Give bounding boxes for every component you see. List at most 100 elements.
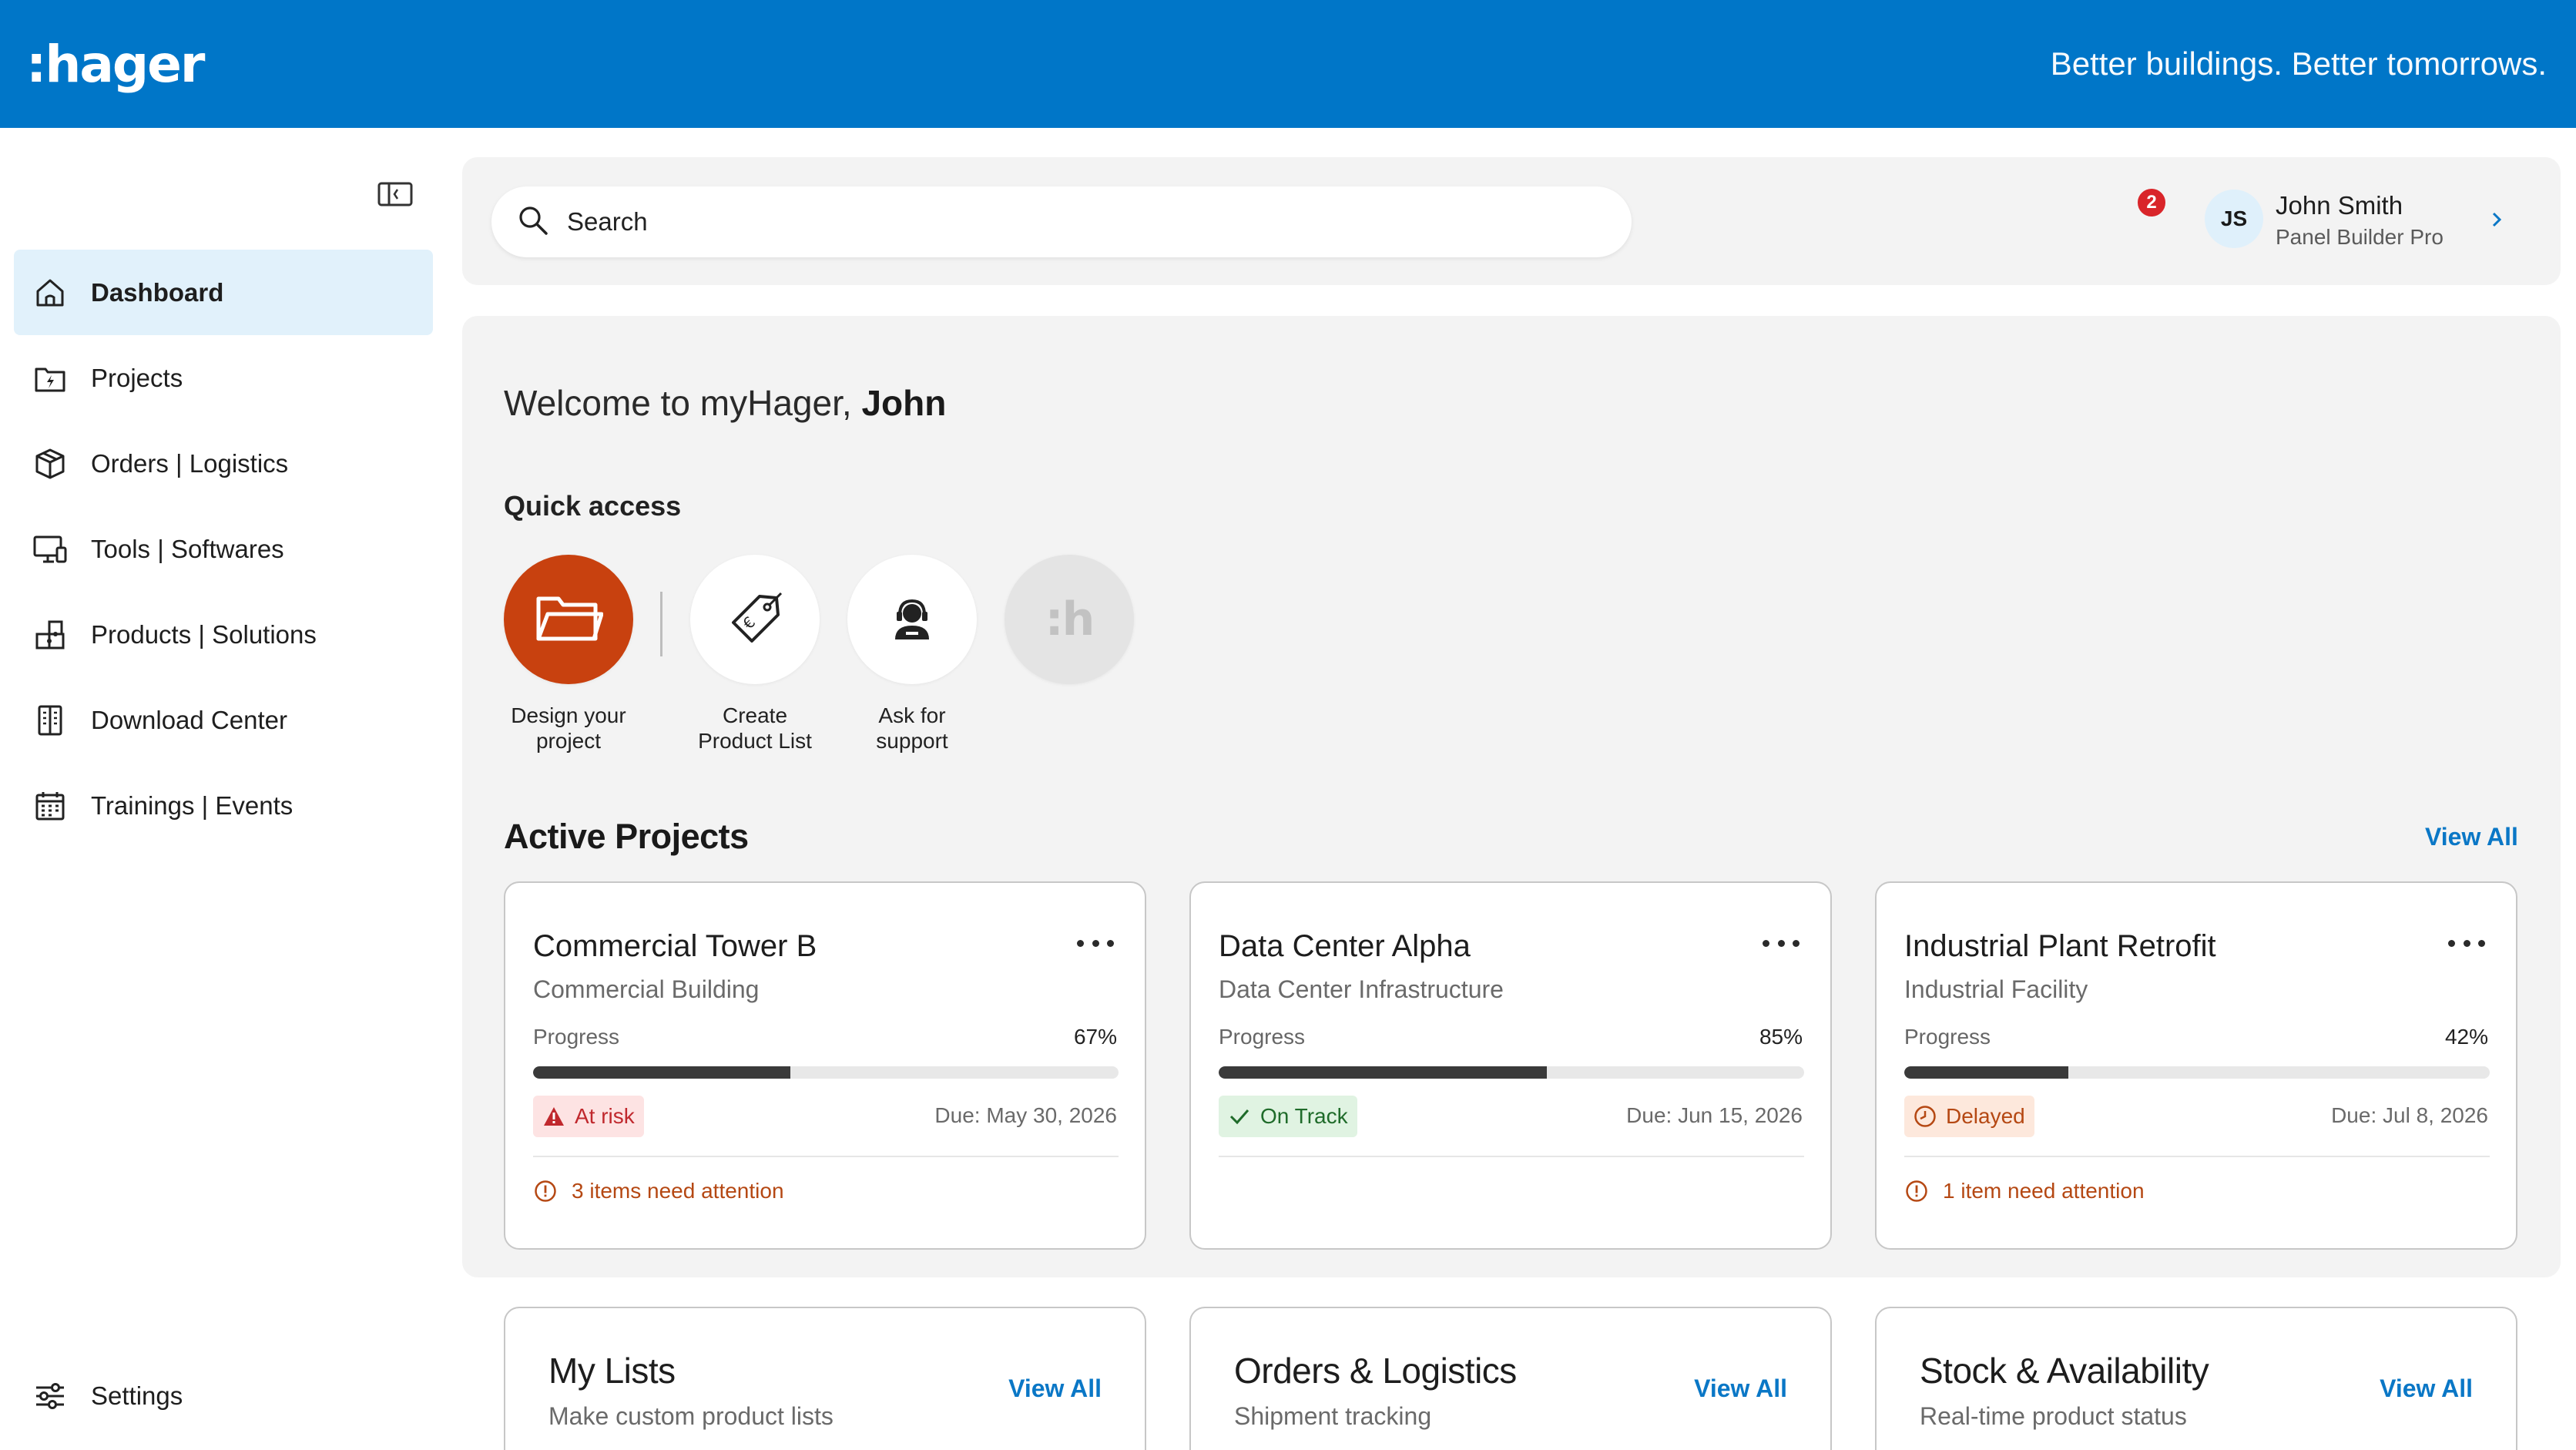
project-card[interactable]: Data Center Alpha Data Center Infrastruc…: [1189, 881, 1832, 1250]
sidebar-nav: Dashboard Projects Orders | Logistics To…: [14, 250, 433, 848]
due-date: Due: May 30, 2026: [934, 1103, 1117, 1127]
sidebar-item-label: Products | Solutions: [91, 619, 317, 649]
clock-icon: [1914, 1105, 1937, 1128]
sidebar-item-label: Projects: [91, 363, 183, 392]
user-name[interactable]: John Smith: [2276, 191, 2403, 220]
home-icon: [32, 275, 68, 310]
active-projects-title: Active Projects: [504, 817, 749, 856]
folder-open-icon: [504, 555, 633, 684]
alert-circle-icon: [1904, 1179, 1929, 1203]
status-badge: On Track: [1219, 1096, 1357, 1137]
progress-bar-fill: [533, 1066, 791, 1079]
project-name: Data Center Alpha: [1219, 929, 1471, 963]
progress-percent: 42%: [2444, 1025, 2488, 1049]
sidebar: Dashboard Projects Orders | Logistics To…: [0, 128, 447, 1450]
active-projects-view-all-link[interactable]: View All: [2425, 823, 2518, 851]
welcome-user-name: John: [861, 383, 947, 423]
progress-label: Progress: [533, 1025, 620, 1049]
progress-bar-fill: [1904, 1066, 2068, 1079]
card-subtitle: Real-time product status: [1920, 1402, 2187, 1430]
hager-logo[interactable]: :hager: [26, 34, 205, 94]
alert-circle-icon: [533, 1179, 558, 1203]
project-name: Commercial Tower B: [533, 929, 817, 963]
quick-access-create-product-list[interactable]: € Create Product List: [670, 555, 840, 754]
attention-notice[interactable]: 1 item need attention: [1904, 1179, 2145, 1203]
hager-mark-text: :h: [1045, 592, 1095, 646]
package-box-icon: [32, 446, 68, 482]
chevron-right-icon[interactable]: [2485, 208, 2508, 231]
avatar[interactable]: JS: [2205, 190, 2263, 248]
quick-access-label-line: Product List: [698, 729, 812, 753]
search-input[interactable]: [567, 207, 1568, 237]
divider: [1219, 1156, 1804, 1157]
top-header: :hager Better buildings. Better tomorrow…: [0, 0, 2576, 128]
sidebar-item-projects[interactable]: Projects: [14, 335, 433, 421]
quick-access-label-line: Ask for: [878, 703, 946, 727]
warning-triangle-icon: [542, 1105, 565, 1128]
price-tag-icon: €: [690, 555, 820, 684]
sidebar-item-tools-softwares[interactable]: Tools | Softwares: [14, 506, 433, 592]
quick-access-label: Ask for support: [827, 703, 997, 754]
sidebar-item-label: Orders | Logistics: [91, 448, 289, 478]
quick-access-design-project[interactable]: Design your project: [484, 555, 653, 754]
project-name: Industrial Plant Retrofit: [1904, 929, 2216, 963]
welcome-heading: Welcome to myHager, John: [504, 382, 946, 424]
sidebar-item-trainings-events[interactable]: Trainings | Events: [14, 763, 433, 848]
due-date: Due: Jul 8, 2026: [2331, 1103, 2488, 1127]
monitor-icon: [32, 532, 68, 567]
project-type: Data Center Infrastructure: [1219, 975, 1504, 1003]
status-badge: Delayed: [1904, 1096, 2034, 1137]
attention-text: 1 item need attention: [1943, 1179, 2145, 1203]
attention-text: 3 items need attention: [572, 1179, 784, 1203]
sidebar-item-orders-logistics[interactable]: Orders | Logistics: [14, 421, 433, 506]
project-card[interactable]: Commercial Tower B Commercial Building P…: [504, 881, 1146, 1250]
sidebar-item-settings[interactable]: Settings: [14, 1353, 433, 1438]
status-text: At risk: [575, 1104, 635, 1128]
sidebar-collapse-icon[interactable]: [377, 179, 414, 210]
project-type: Commercial Building: [533, 975, 760, 1003]
bell-icon[interactable]: [2573, 193, 2576, 248]
divider: [1904, 1156, 2490, 1157]
calendar-icon: [32, 788, 68, 824]
checkmark-icon: [1228, 1105, 1251, 1128]
progress-bar-fill: [1219, 1066, 1547, 1079]
quick-access-title: Quick access: [504, 490, 682, 522]
quick-access-ask-support[interactable]: Ask for support: [827, 555, 997, 754]
sidebar-item-products-solutions[interactable]: Products | Solutions: [14, 592, 433, 677]
my-lists-card[interactable]: My Lists Make custom product lists View …: [504, 1307, 1146, 1450]
sidebar-item-dashboard[interactable]: Dashboard: [14, 250, 433, 335]
status-text: Delayed: [1946, 1104, 2025, 1128]
more-options-icon[interactable]: [1077, 934, 1114, 952]
my-lists-view-all-link[interactable]: View All: [1008, 1374, 1102, 1402]
stock-availability-card[interactable]: Stock & Availability Real-time product s…: [1875, 1307, 2517, 1450]
status-text: On Track: [1260, 1104, 1348, 1128]
sidebar-item-label: Dashboard: [91, 277, 224, 307]
sidebar-item-label: Settings: [91, 1381, 183, 1410]
project-card[interactable]: Industrial Plant Retrofit Industrial Fac…: [1875, 881, 2517, 1250]
stock-availability-view-all-link[interactable]: View All: [2380, 1374, 2473, 1402]
document-download-icon: [32, 703, 68, 738]
search-field[interactable]: [491, 186, 1632, 257]
orders-logistics-view-all-link[interactable]: View All: [1694, 1374, 1787, 1402]
progress-bar: [1904, 1066, 2490, 1079]
sidebar-item-download-center[interactable]: Download Center: [14, 677, 433, 763]
quick-access-divider: [660, 592, 662, 656]
more-options-icon[interactable]: [2448, 934, 2485, 952]
quick-access-hager[interactable]: :h: [984, 555, 1154, 684]
more-options-icon[interactable]: [1763, 934, 1800, 952]
sidebar-item-label: Tools | Softwares: [91, 534, 284, 563]
orders-logistics-card[interactable]: Orders & Logistics Shipment tracking Vie…: [1189, 1307, 1832, 1450]
sidebar-item-label: Download Center: [91, 705, 287, 734]
puzzle-icon: [32, 617, 68, 653]
project-folder-icon: [32, 361, 68, 396]
quick-access-label-line: project: [535, 729, 602, 753]
hager-mark-icon: :h: [1005, 555, 1134, 684]
attention-notice[interactable]: 3 items need attention: [533, 1179, 784, 1203]
search-icon: [518, 205, 548, 240]
user-role: Panel Builder Pro: [2276, 225, 2444, 249]
progress-label: Progress: [1219, 1025, 1306, 1049]
quick-access-label-line: support: [876, 729, 948, 753]
support-agent-icon: [847, 555, 977, 684]
notification-count-badge: 2: [2135, 186, 2168, 219]
card-title: Stock & Availability: [1920, 1351, 2209, 1391]
